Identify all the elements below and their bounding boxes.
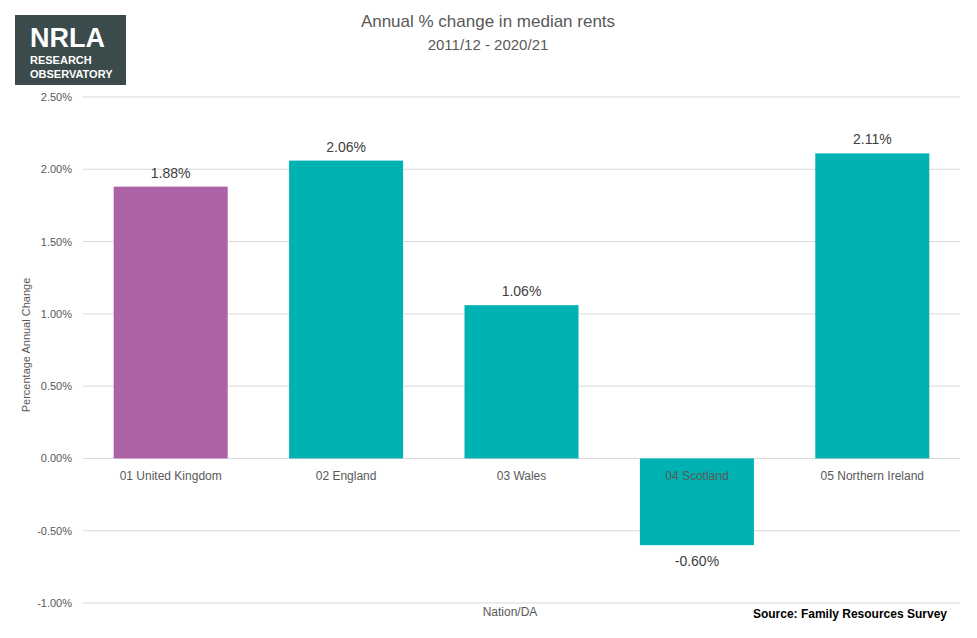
bar [464, 305, 578, 458]
y-axis: -1.00% -0.50% 0.00% 0.50% 1.00% 1.50% 2.00% 2.5… [37, 91, 960, 609]
tick-label: 2.50% [41, 91, 72, 103]
bar [114, 187, 228, 459]
logo: NRLARESEARCH OBSERVATORY [15, 15, 126, 85]
bar [289, 161, 403, 459]
tick-label: 0.50% [41, 380, 72, 392]
bar [815, 153, 929, 458]
data-label: 2.06% [326, 139, 366, 155]
grid-line [83, 97, 960, 98]
title: Annual % change in median rents [361, 12, 615, 31]
grid-line [83, 603, 960, 604]
data-label: -0.60% [675, 553, 719, 569]
logo-title: NRLA [30, 23, 105, 53]
logo-background [15, 15, 126, 85]
bar [640, 458, 754, 545]
y-axis-label: Percentage Annual Change [20, 278, 32, 413]
tick-label: 2.00% [41, 163, 72, 175]
logo-line: RESEARCH [30, 54, 92, 66]
grid-line [83, 530, 960, 531]
data-label: 1.88% [151, 165, 191, 181]
category-label: 03 Wales [497, 469, 547, 483]
tick-label: -1.00% [37, 597, 72, 609]
category-label: 01 United Kingdom [120, 469, 222, 483]
chart: NRLARESEARCH OBSERVATORY Annual % change i… [0, 0, 977, 638]
tick-label: 0.00% [41, 452, 72, 464]
tick-label: -0.50% [37, 525, 72, 537]
subtitle: 2011/12 - 2020/21 [428, 36, 549, 53]
tick-label: 1.50% [41, 236, 72, 248]
tick-label: 1.00% [41, 308, 72, 320]
source: Source: Family Resources Survey [753, 607, 947, 621]
bars [114, 153, 930, 545]
category-label: 04 Scotland [665, 469, 728, 483]
category-label: 02 England [316, 469, 377, 483]
data-label: 2.11% [853, 131, 892, 147]
category-label: 05 Northern Ireland [821, 469, 924, 483]
data-label: 1.06% [502, 283, 542, 299]
logo-line: OBSERVATORY [30, 68, 113, 80]
x-axis-label: Nation/DA [483, 605, 538, 619]
